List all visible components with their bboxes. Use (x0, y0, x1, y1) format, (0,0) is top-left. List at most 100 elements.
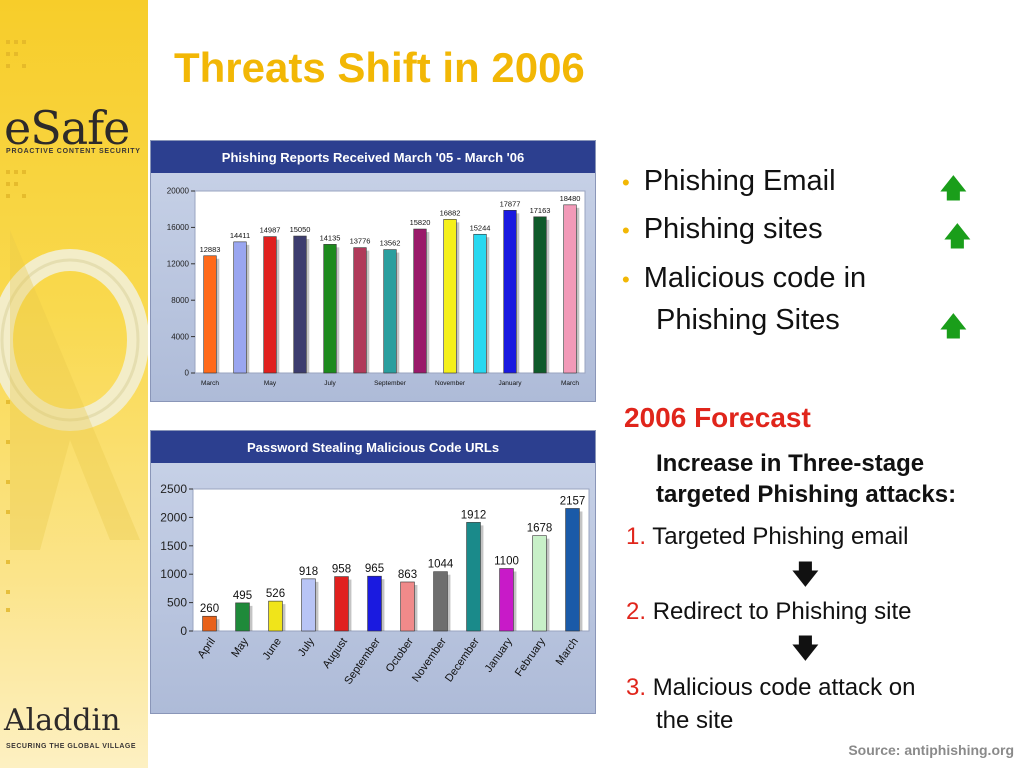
y-tick-label: 12000 (167, 259, 190, 268)
bar (499, 568, 514, 632)
down-arrow-icon: 🡇 (792, 559, 819, 589)
y-tick-label: 4000 (171, 332, 189, 341)
data-label: 1678 (527, 523, 553, 535)
data-label: 17877 (500, 199, 521, 208)
x-tick-label: May (264, 380, 277, 387)
data-label: 15244 (470, 223, 491, 232)
y-tick-label: 2000 (160, 510, 187, 524)
bar (202, 615, 217, 632)
bar (233, 241, 247, 374)
plot-area (192, 488, 590, 632)
bar (263, 236, 277, 374)
bar (563, 204, 577, 374)
bullet-phishing-email: • Phishing Email (622, 160, 836, 204)
forecast-step-1: 1. Targeted Phishing email (626, 521, 908, 552)
forecast-heading: 2006 Forecast (624, 402, 811, 433)
source-credit: Source: antiphishing.org (848, 742, 1014, 758)
data-label: 14987 (260, 226, 281, 235)
forecast-step-2: 2. Redirect to Phishing site (626, 596, 911, 627)
aladdin-logo: Aladdin (4, 703, 121, 738)
bullet-label: Phishing Email (643, 165, 836, 197)
data-label: 260 (200, 603, 219, 615)
bar (367, 575, 382, 632)
bar (532, 535, 547, 632)
y-tick-label: 2500 (160, 482, 187, 496)
x-tick-label: February (513, 635, 548, 678)
y-tick-label: 20000 (167, 187, 190, 196)
data-label: 965 (365, 563, 384, 575)
up-arrow-icon: 🡅 (940, 311, 967, 341)
decorative-dot-pattern (6, 40, 26, 612)
chart-title: Phishing Reports Received March '05 - Ma… (222, 150, 524, 165)
data-label: 1100 (494, 556, 519, 568)
x-tick-label: June (260, 636, 284, 662)
y-tick-label: 0 (185, 369, 190, 378)
x-tick-label: March (561, 380, 579, 387)
bullet-phishing-sites: • Phishing sites (622, 208, 823, 252)
slide-title: Threats Shift in 2006 (174, 44, 585, 91)
x-tick-label: August (320, 636, 349, 671)
bullet-malicious-code: • Malicious code in (622, 257, 866, 301)
data-label: 495 (233, 590, 252, 602)
data-label: 17163 (530, 206, 551, 215)
x-tick-label: March (554, 636, 581, 668)
bullet-label: Malicious code in (643, 262, 867, 294)
x-tick-label: July (324, 380, 336, 387)
data-label: 15050 (290, 225, 311, 234)
data-label: 15820 (410, 218, 431, 227)
bar (268, 600, 283, 632)
phishing-reports-chart: Phishing Reports Received March '05 - Ma… (150, 140, 596, 402)
bullet-label: Phishing sites (643, 213, 823, 245)
x-tick-label: October (384, 636, 416, 675)
data-label: 14411 (230, 231, 250, 240)
x-tick-label: April (195, 636, 217, 661)
x-tick-label: May (229, 635, 251, 659)
bar (383, 249, 397, 374)
up-arrow-icon: 🡅 (944, 221, 971, 251)
step-text: Redirect to Phishing site (652, 598, 912, 625)
y-tick-label: 1500 (160, 539, 187, 553)
forecast-intro-line: Increase in Three-stage (656, 450, 925, 477)
bar (413, 228, 427, 374)
bullet-dot: • (622, 218, 630, 243)
bar (443, 219, 457, 374)
data-label: 13776 (350, 237, 371, 246)
bullet-dot: • (622, 170, 630, 195)
forecast-step-3: 3. Malicious code attack on (626, 672, 916, 703)
x-tick-label: January (498, 380, 522, 387)
x-tick-label: December (443, 636, 482, 685)
data-label: 863 (398, 569, 417, 581)
y-tick-label: 1000 (160, 567, 187, 581)
x-tick-label: November (435, 380, 466, 387)
bullet-dot: • (622, 267, 630, 292)
y-tick-label: 8000 (171, 296, 189, 305)
data-label: 16882 (440, 208, 461, 217)
y-tick-label: 0 (180, 624, 187, 638)
step-text: Targeted Phishing email (652, 523, 909, 550)
bar (235, 602, 250, 632)
bar (533, 216, 547, 374)
bar (466, 522, 481, 632)
chart-title-bar (151, 141, 595, 173)
bar (473, 233, 487, 374)
y-tick-label: 500 (167, 596, 187, 610)
aladdin-tagline: SECURING THE GLOBAL VILLAGE (6, 743, 137, 750)
data-label: 918 (299, 566, 318, 578)
step-number: 2. (626, 598, 647, 625)
bar (323, 244, 337, 374)
bar (293, 235, 307, 374)
data-label: 1044 (428, 559, 454, 571)
bar (353, 247, 367, 374)
up-arrow-icon: 🡅 (940, 173, 967, 203)
forecast-intro-line: targeted Phishing attacks: (656, 481, 957, 508)
forecast-intro: Increase in Three-stage targeted Phishin… (656, 448, 956, 510)
forecast-step-3-continuation: the site (656, 707, 734, 734)
step-number: 1. (626, 523, 647, 550)
bar (334, 576, 349, 632)
decorative-ring-graphic (0, 230, 148, 550)
bar (203, 255, 217, 374)
bar (433, 571, 448, 632)
step-number: 3. (626, 674, 647, 701)
chart-title: Password Stealing Malicious Code URLs (247, 440, 499, 455)
esafe-tagline: PROACTIVE CONTENT SECURITY (6, 148, 141, 155)
